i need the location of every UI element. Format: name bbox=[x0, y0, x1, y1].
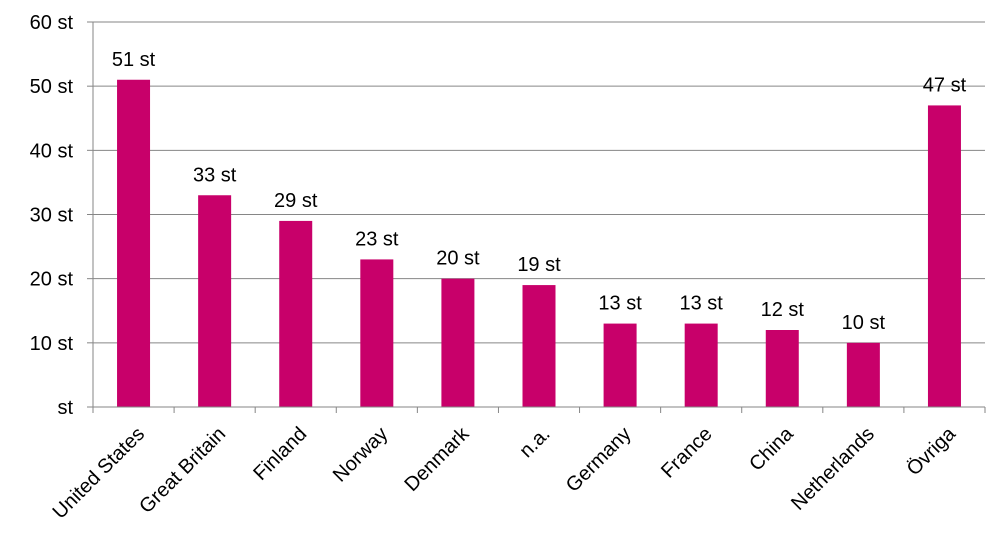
data-label: 20 st bbox=[436, 248, 480, 270]
bar bbox=[522, 285, 556, 407]
x-tick-label: n.a. bbox=[515, 423, 554, 462]
x-tick-label: Great Britain bbox=[135, 423, 230, 518]
y-tick-label: 20 st bbox=[30, 269, 74, 291]
data-label: 19 st bbox=[517, 254, 561, 276]
x-tick-label: Övriga bbox=[903, 422, 961, 480]
labels: st 10 st 20 st 30 st 40 st 50 st 60 st 51 st Uni… bbox=[30, 12, 967, 523]
data-label: 29 st bbox=[274, 190, 318, 212]
x-tick-label: Netherlands bbox=[787, 423, 879, 515]
y-tick-label: 40 st bbox=[30, 140, 74, 162]
bar bbox=[765, 330, 799, 407]
bar bbox=[198, 195, 232, 407]
axes bbox=[87, 21, 986, 413]
bar bbox=[441, 278, 475, 407]
y-tick-label: 60 st bbox=[30, 12, 74, 34]
x-tick-label: Germany bbox=[562, 423, 636, 497]
y-tick-label: 50 st bbox=[30, 76, 74, 98]
data-label: 47 st bbox=[923, 74, 967, 96]
y-tick-label: 30 st bbox=[30, 205, 74, 227]
data-label: 12 st bbox=[761, 299, 805, 321]
gridlines bbox=[93, 21, 985, 344]
x-tick-label: Denmark bbox=[401, 422, 475, 496]
x-tick-label: China bbox=[745, 422, 798, 475]
bar bbox=[279, 220, 313, 407]
bars bbox=[117, 79, 961, 408]
data-label: 13 st bbox=[680, 293, 724, 315]
x-tick-label: France bbox=[657, 423, 717, 483]
y-tick-label: st bbox=[57, 397, 73, 419]
x-tick-label: Finland bbox=[249, 423, 311, 485]
x-tick-label: United States bbox=[49, 423, 149, 523]
data-label: 23 st bbox=[355, 228, 399, 250]
data-label: 13 st bbox=[598, 293, 642, 315]
bar bbox=[603, 323, 637, 407]
bar bbox=[360, 259, 394, 407]
data-label: 33 st bbox=[193, 164, 237, 186]
bar bbox=[846, 342, 880, 407]
data-label: 51 st bbox=[112, 49, 156, 71]
data-label: 10 st bbox=[842, 312, 886, 334]
x-tick-label: Norway bbox=[329, 423, 392, 486]
bar bbox=[117, 79, 151, 407]
bar bbox=[684, 323, 718, 407]
y-tick-label: 10 st bbox=[30, 333, 74, 355]
bar bbox=[927, 105, 961, 408]
